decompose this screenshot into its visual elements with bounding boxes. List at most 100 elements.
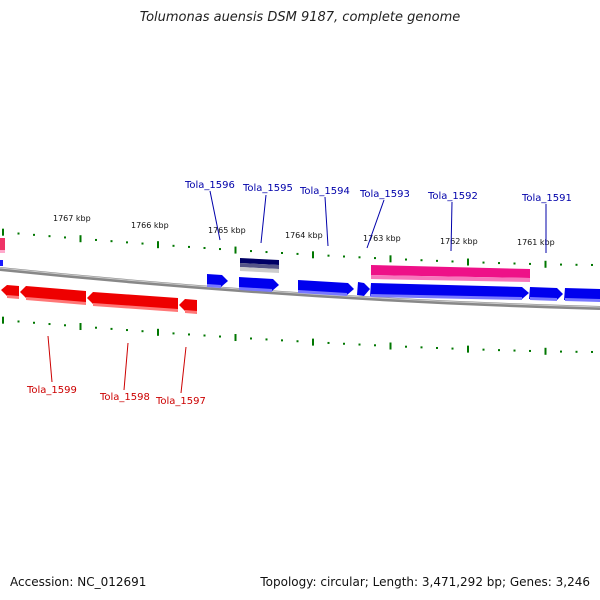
minor-tick [451, 347, 454, 350]
minor-tick [591, 263, 593, 266]
minor-tick [126, 241, 128, 244]
major-tick [157, 328, 159, 336]
minor-tick [64, 236, 66, 239]
minor-tick [358, 343, 361, 346]
major-tick [234, 246, 237, 254]
major-tick [312, 338, 314, 346]
scale-label: 1767 kbp [53, 214, 91, 223]
minor-tick [575, 263, 578, 266]
major-tick [79, 323, 82, 331]
gene-label-forward[interactable]: Tola_1591 [521, 193, 572, 204]
minor-tick [110, 240, 113, 243]
scale-label: 1762 kbp [440, 237, 478, 246]
gene-label-forward[interactable]: Tola_1596 [184, 180, 235, 191]
minor-tick [203, 246, 206, 249]
major-tick [312, 251, 314, 259]
major-tick [79, 235, 82, 243]
minor-tick [95, 238, 97, 241]
inner-tick-track [2, 316, 593, 355]
minor-tick [17, 320, 20, 323]
minor-tick [296, 252, 299, 255]
minor-tick [203, 334, 206, 337]
minor-tick [17, 232, 20, 235]
accession-label: Accession: NC_012691 [10, 575, 147, 589]
minor-tick [343, 342, 345, 345]
minor-tick [95, 326, 97, 329]
gene-label-reverse[interactable]: Tola_1599 [26, 385, 77, 396]
dark-feature [240, 258, 279, 273]
major-tick [544, 260, 547, 268]
major-tick [389, 342, 392, 350]
minor-tick [327, 254, 330, 257]
gene-label-forward[interactable]: Tola_1595 [242, 183, 293, 194]
gene-arrow[interactable] [179, 299, 197, 312]
major-tick [467, 258, 469, 266]
minor-tick [250, 337, 252, 340]
gene-arrow[interactable] [1, 285, 19, 297]
genome-backbone [0, 267, 600, 310]
minor-tick [529, 262, 531, 265]
major-tick [544, 347, 547, 355]
gene-label-reverse[interactable]: Tola_1598 [99, 392, 150, 403]
major-tick [467, 345, 469, 353]
minor-tick [265, 251, 268, 254]
gene-label-forward[interactable]: Tola_1594 [299, 186, 350, 197]
minor-tick [250, 250, 252, 253]
minor-tick [575, 350, 578, 353]
minor-tick [48, 323, 51, 326]
rna-feature[interactable] [371, 265, 530, 282]
major-tick [157, 241, 159, 249]
minor-tick [482, 348, 485, 351]
scale-label: 1763 kbp [363, 234, 401, 243]
minor-tick [374, 344, 376, 347]
minor-tick [498, 349, 500, 352]
gene-label-forward[interactable]: Tola_1592 [427, 191, 478, 202]
minor-tick [513, 349, 516, 352]
minor-tick [281, 339, 283, 342]
scale-label: 1766 kbp [131, 221, 169, 230]
minor-tick [33, 233, 35, 236]
minor-tick [48, 235, 51, 238]
gene-label-forward[interactable]: Tola_1593 [359, 189, 410, 200]
gene-arrow[interactable] [87, 292, 178, 310]
minor-tick [126, 329, 128, 332]
minor-tick [296, 340, 299, 343]
scale-label: 1761 kbp [517, 238, 555, 247]
minor-tick [110, 327, 113, 330]
minor-tick [436, 346, 438, 349]
gene-arrow[interactable] [239, 277, 279, 291]
minor-tick [436, 259, 438, 262]
minor-tick [172, 332, 175, 335]
minor-tick [172, 244, 175, 247]
minor-tick [405, 258, 407, 261]
outer-tick-track [2, 228, 593, 268]
gene-arrow[interactable] [564, 288, 600, 301]
minor-tick [327, 341, 330, 344]
minor-tick [560, 263, 562, 266]
gene-label-reverse[interactable]: Tola_1597 [155, 396, 206, 407]
minor-tick [141, 330, 144, 333]
minor-tick [374, 257, 376, 260]
minor-tick [560, 350, 562, 353]
gene-arrow[interactable] [529, 287, 563, 300]
minor-tick [405, 345, 407, 348]
minor-tick [219, 335, 221, 338]
map-title: Tolumonas auensis DSM 9187, complete gen… [139, 10, 461, 25]
gene-arrow[interactable] [207, 274, 228, 287]
minor-tick [482, 261, 485, 264]
gene-arrow[interactable] [357, 282, 370, 296]
major-tick [234, 334, 237, 342]
minor-tick [420, 346, 423, 349]
minor-tick [591, 350, 593, 353]
scale-label: 1764 kbp [285, 231, 323, 240]
minor-tick [513, 262, 516, 265]
minor-tick [451, 260, 454, 263]
major-tick [389, 255, 392, 263]
major-tick [2, 316, 4, 324]
minor-tick [265, 338, 268, 341]
minor-tick [141, 242, 144, 245]
minor-tick [529, 349, 531, 352]
forward-strand-genes [0, 260, 600, 302]
minor-tick [188, 333, 190, 336]
